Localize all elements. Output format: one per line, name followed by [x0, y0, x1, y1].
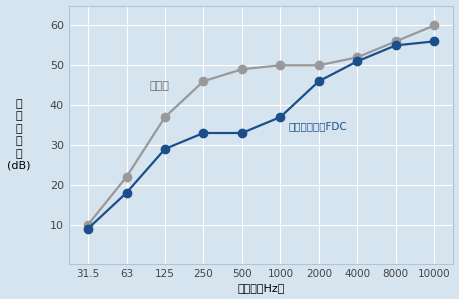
X-axis label: 周波数（Hz）: 周波数（Hz） [237, 283, 285, 293]
Text: ダイポルギーFDC: ダイポルギーFDC [288, 121, 347, 131]
Text: 未対策: 未対策 [150, 81, 169, 91]
Text: 騒
音
レ
ベ
ル
(dB): 騒 音 レ ベ ル (dB) [7, 99, 31, 171]
